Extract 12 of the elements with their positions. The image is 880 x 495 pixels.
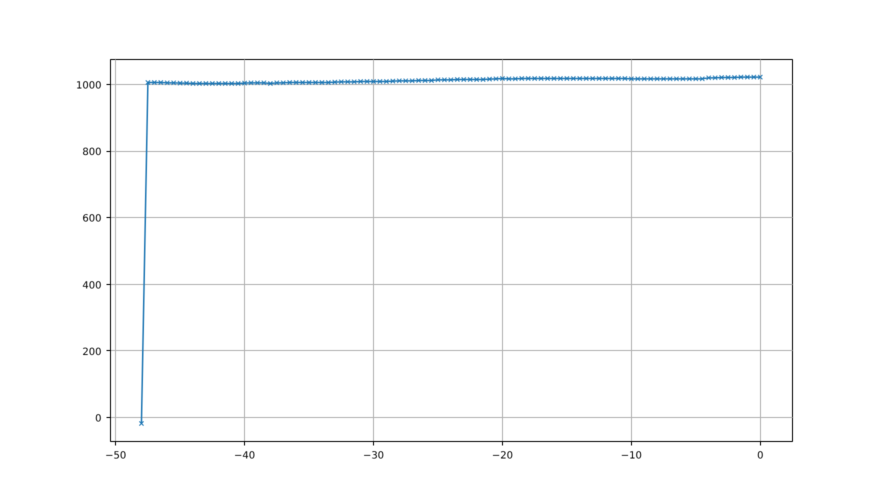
x-tick-label: −20 <box>492 450 513 462</box>
y-tick-label: 600 <box>82 214 102 225</box>
y-tick-label: 400 <box>82 280 102 292</box>
x-tick-label: −30 <box>362 450 384 462</box>
y-tick-label: 1000 <box>76 80 102 92</box>
y-tick-label: 200 <box>82 346 102 358</box>
x-tick-label: −40 <box>234 450 256 462</box>
y-tick-label: 0 <box>95 414 102 425</box>
x-tick-label: −10 <box>620 450 642 462</box>
x-tick-label: −50 <box>105 450 126 462</box>
x-tick-label: 0 <box>757 450 764 462</box>
y-tick-label: 800 <box>82 147 102 158</box>
